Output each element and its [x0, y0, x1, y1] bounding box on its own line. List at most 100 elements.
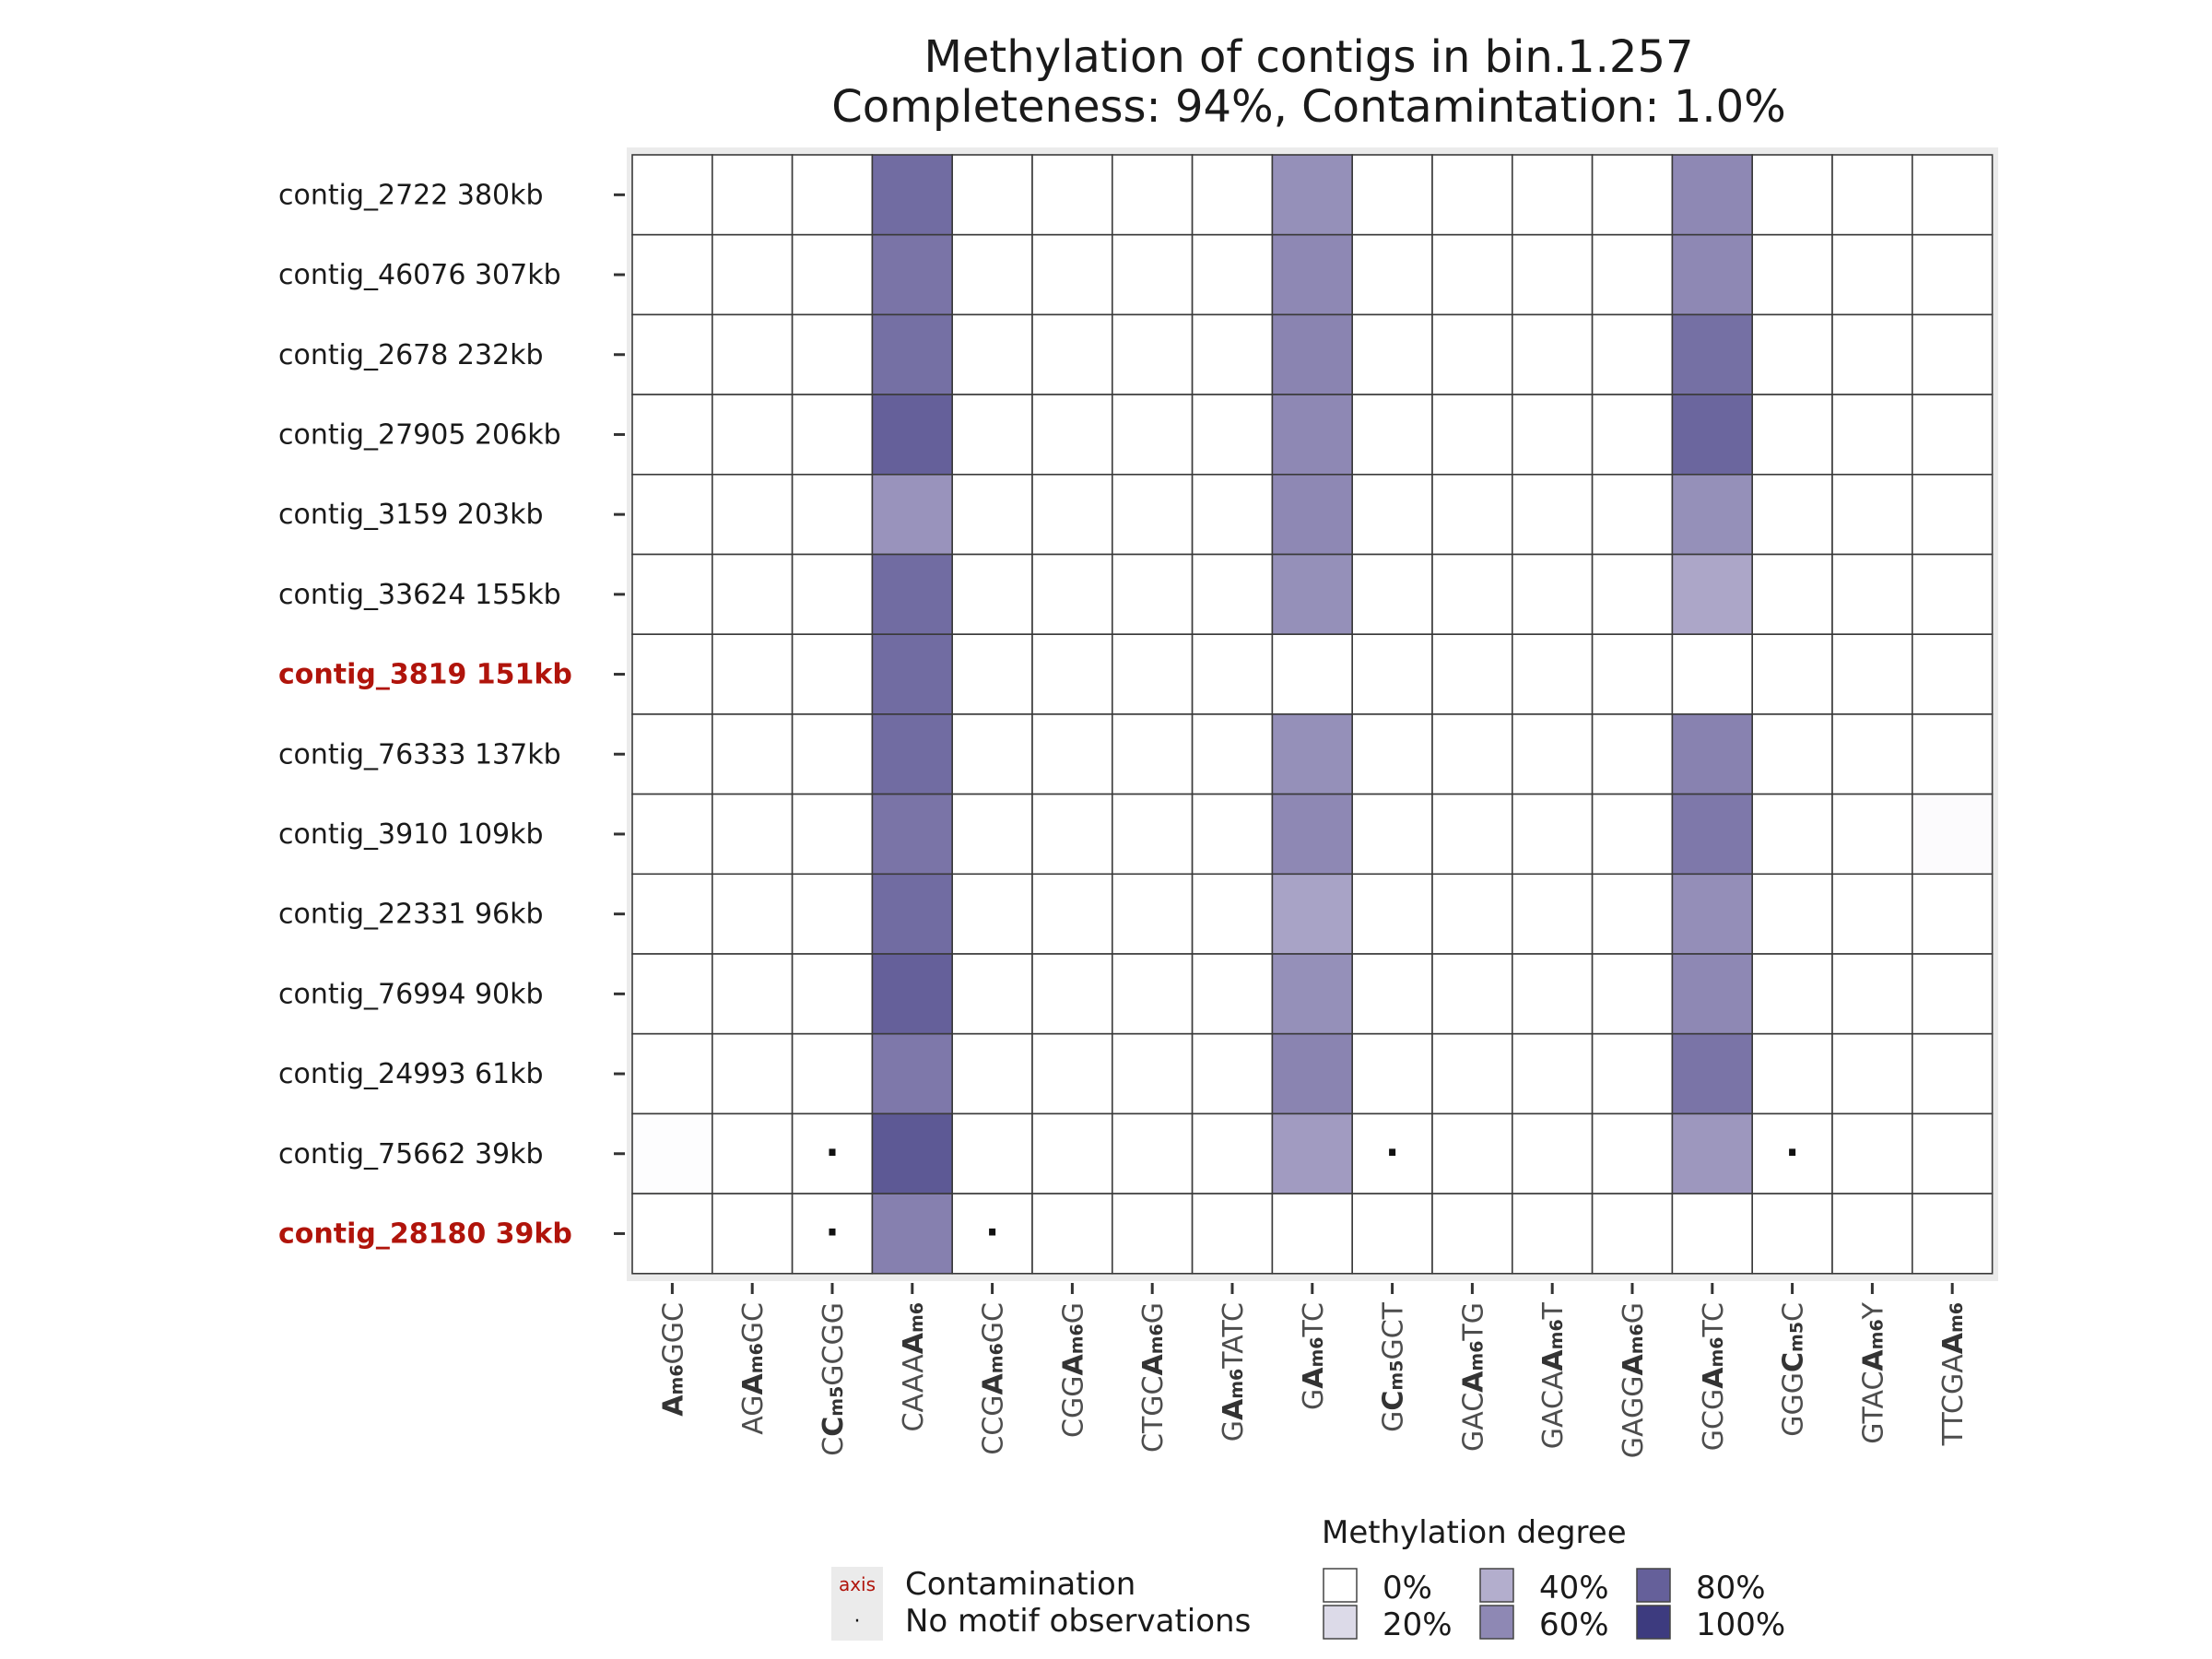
heatmap-cell: [1271, 953, 1354, 1035]
heatmap-cell: [1831, 873, 1913, 955]
heatmap-cell: [1191, 233, 1274, 316]
legend-key-symbol: axis: [839, 1573, 876, 1595]
heatmap-cell: [1512, 553, 1594, 635]
heatmap-cell: [1431, 553, 1513, 635]
legend-swatch: [1323, 1605, 1358, 1640]
x-tick-label: GTACAm6Y: [1857, 1301, 1889, 1443]
no-observation-markers: · · · · ·: [825, 1132, 1799, 1254]
heatmap-cell: [1431, 473, 1513, 556]
heatmap-cell: [1431, 1193, 1513, 1275]
heatmap-cell: [1591, 793, 1674, 876]
heatmap-cell: [1191, 713, 1274, 795]
heatmap-cell: [791, 313, 874, 395]
heatmap-cell: [631, 1112, 713, 1194]
heatmap-cell: [1751, 1193, 1833, 1275]
heatmap-cell: [1912, 553, 1994, 635]
heatmap-cell: [951, 953, 1033, 1035]
heatmap-cell: [1831, 154, 1913, 236]
heatmap-cell: [1671, 793, 1754, 876]
heatmap-cell: [1671, 233, 1754, 316]
heatmap-cell: [631, 394, 713, 476]
heatmap-cell: [1271, 473, 1354, 556]
heatmap-cell: [1031, 1112, 1113, 1194]
legend-key-label: Contamination: [905, 1566, 1135, 1603]
heatmap-cell: [1831, 313, 1913, 395]
heatmap-cell: [711, 633, 794, 715]
heatmap-cell: [791, 233, 874, 316]
heatmap-cell: [871, 473, 954, 556]
heatmap-cell: [1751, 953, 1833, 1035]
legend-key: [831, 1567, 883, 1604]
heatmap-cell: [1271, 793, 1354, 876]
heatmap-cell: [1751, 553, 1833, 635]
heatmap-cell: [1912, 793, 1994, 876]
heatmap-cells: [631, 154, 1994, 1275]
heatmap-cell: [1751, 1032, 1833, 1115]
legend-swatch-label: 100%: [1696, 1606, 1785, 1643]
y-tick-label: contig_2678 232kb: [278, 339, 544, 371]
heatmap-cell: [1912, 953, 1994, 1035]
heatmap-cell: [791, 793, 874, 876]
heatmap-cell: [1431, 1032, 1513, 1115]
heatmap-cell: [1831, 394, 1913, 476]
x-tick-label: Am6GGC: [657, 1302, 689, 1417]
heatmap-cell: [1031, 394, 1113, 476]
heatmap-cell: [631, 154, 713, 236]
heatmap-cell: [1671, 313, 1754, 395]
legend-swatch: [1636, 1605, 1671, 1640]
legend: axis Contamination · No motif observations M…: [831, 1514, 1785, 1643]
heatmap-cell: [1751, 473, 1833, 556]
heatmap-cell: [711, 473, 794, 556]
heatmap-cell: [1191, 553, 1274, 635]
heatmap-cell: [871, 233, 954, 316]
heatmap-cell: [1912, 154, 1994, 236]
heatmap-cell: [1431, 394, 1513, 476]
x-tick-label: TTCGAAm6: [1937, 1302, 1970, 1446]
heatmap-cell: [1912, 1193, 1994, 1275]
heatmap-cell: [1671, 473, 1754, 556]
heatmap-cell: [951, 1112, 1033, 1194]
heatmap-cell: [1351, 953, 1433, 1035]
y-tick-label: contig_46076 307kb: [278, 259, 561, 291]
heatmap-cell: [1831, 1193, 1913, 1275]
heatmap-cell: [1671, 873, 1754, 955]
x-tick-label: GAm6TC: [1298, 1302, 1330, 1410]
heatmap-cell: [1751, 873, 1833, 955]
heatmap-cell: [1191, 873, 1274, 955]
heatmap-cell: [1512, 473, 1594, 556]
heatmap-cell: [1831, 1032, 1913, 1115]
heatmap-cell: [1912, 633, 1994, 715]
heatmap-cell: [1351, 553, 1433, 635]
heatmap-cell: [1671, 633, 1754, 715]
y-tick-label: contig_28180 39kb: [278, 1218, 572, 1250]
heatmap-cell: [1351, 1032, 1433, 1115]
heatmap-cell: [1351, 793, 1433, 876]
heatmap-cell: [711, 793, 794, 876]
legend-swatch-label: 20%: [1382, 1606, 1453, 1643]
chart-subtitle: Completeness: 94%, Contamintation: 1.0%: [831, 81, 1786, 133]
heatmap-cell: [1912, 713, 1994, 795]
heatmap-cell: [1912, 873, 1994, 955]
heatmap-cell: [1191, 633, 1274, 715]
heatmap-cell: [1591, 553, 1674, 635]
heatmap-cell: [1271, 633, 1354, 715]
heatmap-cell: [791, 1032, 874, 1115]
legend-key: [831, 1604, 883, 1641]
heatmap-cell: [1031, 873, 1113, 955]
heatmap-cell: [1512, 394, 1594, 476]
heatmap-cell: [1512, 1112, 1594, 1194]
heatmap-cell: [1031, 553, 1113, 635]
no-observation-marker: ·: [825, 1211, 839, 1253]
heatmap-cell: [951, 1032, 1033, 1115]
legend-swatch: [1479, 1568, 1514, 1603]
heatmap-cell: [1031, 313, 1113, 395]
legend-title: Methylation degree: [1322, 1514, 1627, 1551]
legend-swatch: [1636, 1568, 1671, 1603]
y-tick-label: contig_75662 39kb: [278, 1138, 544, 1171]
heatmap-cell: [711, 713, 794, 795]
heatmap-cell: [791, 473, 874, 556]
heatmap-cell: [1512, 873, 1594, 955]
heatmap-cell: [1271, 1193, 1354, 1275]
heatmap-cell: [1431, 953, 1513, 1035]
